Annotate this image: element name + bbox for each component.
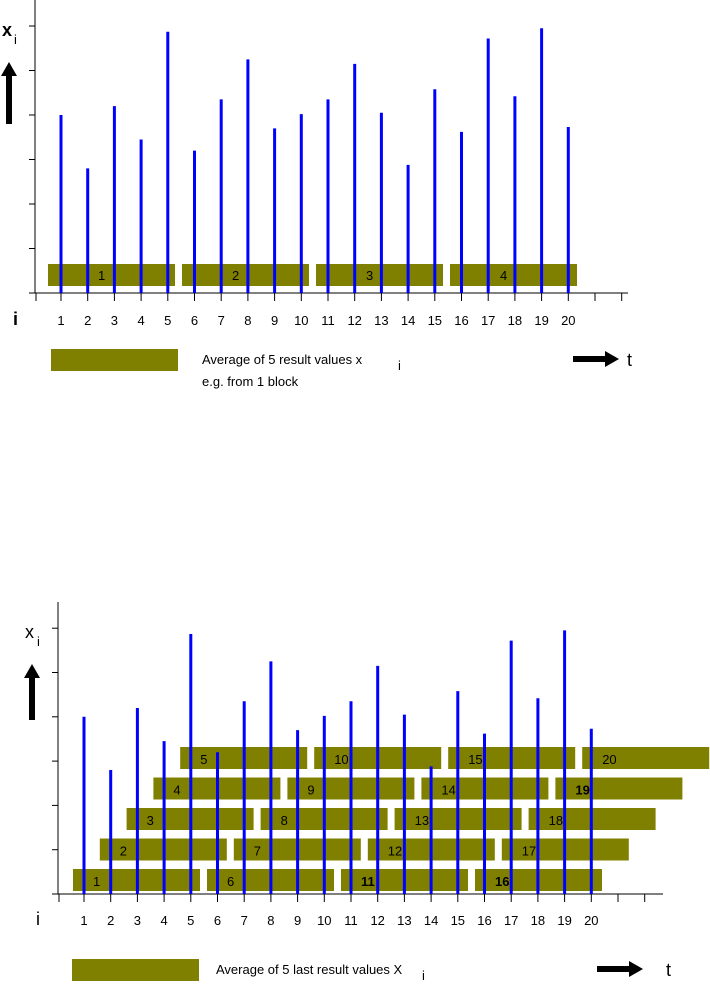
legend-text-sub: i	[422, 968, 425, 983]
x-tick-label: 7	[241, 913, 248, 928]
y-axis-label: x	[25, 622, 34, 642]
block-label: 19	[575, 783, 589, 798]
up-arrow-icon	[24, 664, 40, 720]
x-tick-label: 14	[424, 913, 438, 928]
x-tick-label: 9	[294, 913, 301, 928]
x-tick-label: 14	[401, 313, 415, 328]
block-label: 17	[522, 844, 536, 859]
x-axis-label: i	[36, 909, 40, 929]
x-tick-label: 19	[534, 313, 548, 328]
x-tick-label: 3	[111, 313, 118, 328]
x-tick-label: 8	[267, 913, 274, 928]
x-tick-label: 10	[317, 913, 331, 928]
legend-text: Average of 5 result values x	[202, 352, 363, 367]
x-tick-label: 15	[451, 913, 465, 928]
average-block	[48, 264, 175, 286]
up-arrow-icon	[1, 62, 17, 124]
x-tick-label: 2	[84, 313, 91, 328]
x-tick-label: 8	[244, 313, 251, 328]
x-tick-label: 6	[214, 913, 221, 928]
block-label: 13	[415, 813, 429, 828]
block-label: 20	[602, 752, 616, 767]
x-tick-label: 4	[160, 913, 167, 928]
x-tick-label: 11	[344, 913, 358, 928]
x-tick-label: 12	[370, 913, 384, 928]
block-label: 7	[254, 844, 261, 859]
legend-swatch	[51, 349, 178, 371]
block-label: 2	[120, 844, 127, 859]
block-label: 18	[549, 813, 563, 828]
block-label: 1	[93, 874, 100, 889]
right-arrow-icon	[573, 351, 619, 367]
x-tick-label: 5	[164, 313, 171, 328]
y-axis-label: x	[2, 20, 12, 40]
block-label: 3	[147, 813, 154, 828]
x-tick-label: 15	[428, 313, 442, 328]
time-label: t	[627, 350, 632, 370]
legend-text-sub: i	[398, 358, 401, 373]
x-tick-label: 6	[191, 313, 198, 328]
block-label: 1	[98, 268, 105, 283]
x-tick-label: 18	[531, 913, 545, 928]
block-label: 2	[232, 268, 239, 283]
y-axis-label-sub: i	[37, 634, 40, 649]
average-block	[582, 747, 710, 769]
block-label: 3	[366, 268, 373, 283]
x-tick-label: 13	[397, 913, 411, 928]
average-block	[555, 777, 683, 800]
x-tick-label: 4	[137, 313, 144, 328]
block-label: 5	[200, 752, 207, 767]
legend-text: Average of 5 last result values X	[216, 962, 403, 977]
time-label: t	[666, 960, 671, 980]
block-label: 12	[388, 844, 402, 859]
x-tick-label: 16	[477, 913, 491, 928]
x-tick-label: 11	[321, 313, 335, 328]
x-tick-label: 20	[584, 913, 598, 928]
x-tick-label: 10	[294, 313, 308, 328]
average-block	[316, 264, 443, 286]
block-label: 11	[361, 874, 375, 889]
legend-swatch	[72, 959, 199, 981]
x-tick-label: 20	[561, 313, 575, 328]
block-label: 14	[441, 783, 455, 798]
x-tick-label: 3	[134, 913, 141, 928]
x-tick-label: 17	[481, 313, 495, 328]
x-tick-label: 2	[107, 913, 114, 928]
block-label: 10	[334, 752, 348, 767]
x-tick-label: 12	[347, 313, 361, 328]
block-label: 4	[173, 783, 180, 798]
x-tick-label: 13	[374, 313, 388, 328]
x-tick-label: 18	[508, 313, 522, 328]
x-tick-label: 19	[557, 913, 571, 928]
x-tick-label: 1	[80, 913, 87, 928]
x-tick-label: 1	[57, 313, 64, 328]
x-tick-label: 16	[454, 313, 468, 328]
x-tick-label: 9	[271, 313, 278, 328]
block-label: 4	[500, 268, 507, 283]
average-block	[182, 264, 309, 286]
x-axis-label: i	[13, 309, 18, 329]
right-arrow-icon	[597, 961, 643, 977]
legend-text-line2: e.g. from 1 block	[202, 374, 299, 389]
x-tick-label: 17	[504, 913, 518, 928]
x-tick-label: 7	[218, 313, 225, 328]
block-label: 9	[307, 783, 314, 798]
block-label: 16	[495, 874, 509, 889]
x-tick-label: 5	[187, 913, 194, 928]
y-axis-label-sub: i	[14, 32, 17, 47]
block-label: 15	[468, 752, 482, 767]
block-label: 8	[281, 813, 288, 828]
block-label: 6	[227, 874, 234, 889]
